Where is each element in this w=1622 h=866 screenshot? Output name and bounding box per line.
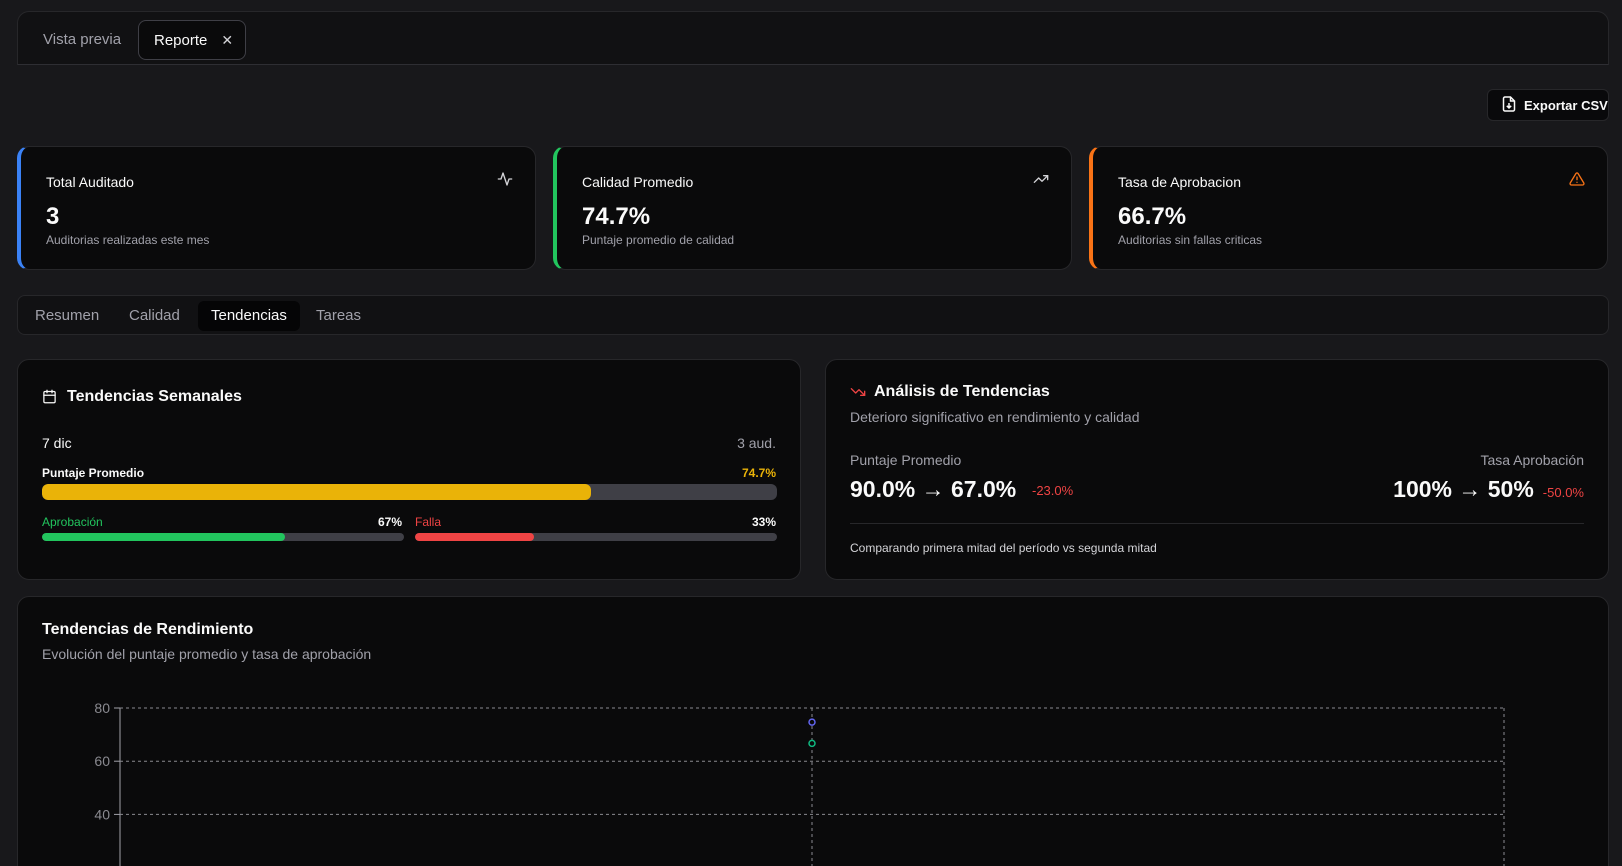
rate-trend-change: 100% → 50%	[1393, 476, 1534, 502]
performance-title: Tendencias de Rendimiento	[42, 621, 254, 638]
analysis-title: Análisis de Tendencias	[874, 383, 1050, 400]
view-tabs: Resumen Calidad Tendencias Tareas	[17, 295, 1609, 335]
week-count: 3 aud.	[737, 435, 776, 451]
fail-bar	[415, 533, 777, 541]
tab-calidad[interactable]: Calidad	[129, 307, 180, 324]
tab-report[interactable]: Reporte ✕	[138, 20, 246, 60]
export-csv-button[interactable]: Exportar CSV	[1487, 89, 1609, 121]
trend-analysis-panel: Análisis de Tendencias Deterioro signifi…	[825, 359, 1609, 580]
score-bar	[42, 484, 777, 500]
divider	[850, 523, 1584, 524]
export-csv-label: Exportar CSV	[1524, 97, 1608, 113]
score-bar-fill	[42, 484, 592, 500]
stat-label: Calidad Promedio	[582, 174, 694, 190]
tab-tendencias[interactable]: Tendencias	[198, 301, 300, 331]
tab-resumen[interactable]: Resumen	[35, 307, 100, 324]
stat-card-total: Total Auditado 3 Auditorias realizadas e…	[17, 146, 536, 270]
score-label: Puntaje Promedio	[42, 466, 145, 480]
weekly-title: Tendencias Semanales	[67, 388, 242, 405]
stat-card-quality: Calidad Promedio 74.7% Puntaje promedio …	[553, 146, 1072, 270]
score-value: 74.7%	[741, 466, 776, 480]
performance-chart: 80 60 40	[94, 700, 1505, 866]
rate-trend: 100% → 50% -50.0%	[1393, 476, 1584, 503]
score-trend-label: Puntaje Promedio	[850, 452, 962, 468]
trending-down-icon	[850, 384, 866, 405]
stat-sub: Puntaje promedio de calidad	[582, 233, 735, 247]
analysis-footnote: Comparando primera mitad del período vs …	[850, 541, 1157, 555]
weekly-trends-panel: Tendencias Semanales 7 dic 3 aud. Puntaj…	[17, 359, 801, 580]
stat-label: Total Auditado	[46, 174, 134, 190]
stat-sub: Auditorias sin fallas criticas	[1118, 233, 1263, 247]
calendar-icon	[42, 389, 57, 409]
close-icon[interactable]: ✕	[221, 31, 234, 48]
stat-label: Tasa de Aprobacion	[1118, 174, 1241, 190]
stat-value: 66.7%	[1118, 203, 1187, 230]
approval-label: Aprobación	[42, 515, 103, 529]
y-tick-label: 40	[94, 806, 110, 822]
rate-trend-label: Tasa Aprobación	[1480, 452, 1584, 468]
score-trend-change: 90.0% → 67.0%	[850, 476, 1017, 502]
activity-icon	[497, 171, 513, 192]
tab-preview[interactable]: Vista previa	[43, 31, 122, 48]
week-date: 7 dic	[42, 435, 72, 451]
approval-bar-fill	[42, 533, 285, 541]
stat-value: 74.7%	[582, 203, 651, 230]
fail-value: 33%	[751, 515, 776, 529]
score-trend-delta: -23.0%	[1032, 483, 1074, 498]
stat-value: 3	[46, 203, 60, 230]
data-point-series-1	[808, 718, 816, 726]
stat-card-approval: Tasa de Aprobacion 66.7% Auditorias sin …	[1089, 146, 1608, 270]
performance-subtitle: Evolución del puntaje promedio y tasa de…	[42, 646, 372, 662]
y-tick-label: 60	[94, 753, 110, 769]
tab-tareas[interactable]: Tareas	[316, 307, 362, 324]
fail-bar-fill	[415, 533, 535, 541]
trending-up-icon	[1033, 171, 1049, 192]
tab-report-label: Reporte	[154, 31, 208, 49]
stat-sub: Auditorias realizadas este mes	[46, 233, 210, 247]
data-point-series-2	[808, 739, 816, 748]
rate-trend-delta: -50.0%	[1542, 485, 1584, 500]
approval-bar	[42, 533, 404, 541]
analysis-subtitle: Deterioro significativo en rendimiento y…	[850, 409, 1140, 425]
file-download-icon	[1502, 95, 1516, 115]
warning-icon	[1569, 171, 1585, 192]
approval-value: 67%	[378, 515, 403, 529]
performance-panel: Tendencias de Rendimiento Evolución del …	[17, 596, 1609, 866]
y-tick-label: 80	[94, 700, 110, 716]
tab-bar: Vista previa Reporte ✕	[17, 11, 1609, 65]
fail-label: Falla	[415, 515, 442, 529]
